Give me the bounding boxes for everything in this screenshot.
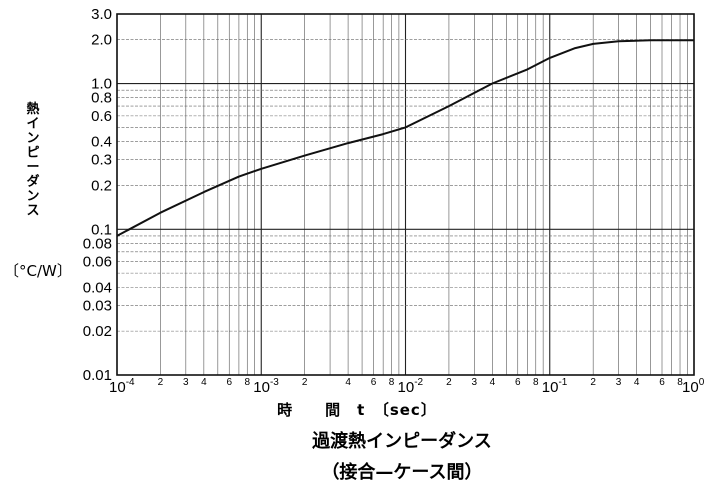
- x-major-tick-label: 10-3: [253, 377, 279, 396]
- y-axis-label-char: イ: [26, 117, 39, 132]
- y-axis-label: 熱インピーダンス: [26, 101, 39, 219]
- y-tick-label: 0.08: [83, 235, 112, 252]
- x-minor-tick-label: 8: [533, 377, 539, 388]
- x-major-tick-label: 100: [682, 377, 705, 396]
- x-minor-tick-label: 2: [590, 377, 596, 388]
- x-minor-tick-label: 6: [371, 377, 377, 388]
- x-minor-tick-label: 3: [616, 377, 622, 388]
- y-tick-label: 0.3: [91, 152, 112, 169]
- y-tick-label: 0.6: [91, 108, 112, 125]
- x-axis-label: 時 間 t 〔sec〕: [277, 401, 437, 419]
- y-axis-unit: 〔°C/W〕: [4, 262, 72, 280]
- x-minor-tick-label: 2: [158, 377, 164, 388]
- y-tick-label: 0.03: [83, 297, 112, 314]
- x-minor-tick-label: 8: [677, 377, 683, 388]
- y-axis-label-char: ス: [26, 204, 39, 219]
- y-tick-label: 3.0: [91, 6, 112, 23]
- x-minor-tick-label: 4: [345, 377, 351, 388]
- impedance-curve: [116, 39, 694, 237]
- x-minor-tick-label: 4: [490, 377, 496, 388]
- x-minor-tick-label: 2: [302, 377, 308, 388]
- y-tick-label: 1.0: [91, 76, 112, 93]
- y-tick-label: 0.04: [83, 279, 112, 296]
- x-minor-tick-label: 3: [183, 377, 189, 388]
- y-tick-label: 0.02: [83, 323, 112, 340]
- grid: [116, 13, 695, 376]
- y-tick-label: 0.2: [91, 177, 112, 194]
- x-minor-tick-label: 6: [226, 377, 232, 388]
- y-tick-label: 0.06: [83, 254, 112, 271]
- x-minor-tick-label: 8: [389, 377, 395, 388]
- y-tick-label: 0.8: [91, 90, 112, 107]
- curve-layer: [116, 39, 694, 237]
- chart-subtitle: （接合—ケース間）: [321, 461, 482, 483]
- x-minor-tick-label: 2: [446, 377, 452, 388]
- y-axis-label-char: ー: [26, 160, 39, 175]
- x-minor-tick-label: 4: [201, 377, 207, 388]
- y-axis-label-char: 熱: [26, 101, 39, 117]
- x-minor-tick-label: 4: [634, 377, 640, 388]
- x-major-tick-label: 10-4: [109, 377, 135, 396]
- x-minor-tick-label: 8: [244, 377, 250, 388]
- y-axis-label-char: ピ: [26, 146, 39, 161]
- x-tick-labels: 2 3 4 6 8 2 4 6 8 2 3 4 6 8 2 3 4 6 8 10-4 10-3 10-2 10-1 100: [109, 377, 705, 396]
- x-major-tick-label: 10-2: [398, 377, 424, 396]
- y-tick-label: 0.4: [91, 134, 112, 151]
- y-tick-label: 0.01: [83, 367, 112, 384]
- y-axis-label-char: ダ: [26, 174, 39, 190]
- x-minor-tick-label: 3: [472, 377, 478, 388]
- x-major-tick-label: 10-1: [542, 377, 568, 396]
- x-minor-tick-label: 6: [659, 377, 665, 388]
- y-tick-labels: 3.02.01.00.80.60.40.30.20.10.080.060.040…: [83, 6, 112, 384]
- chart-title: 過渡熱インピーダンス: [312, 430, 492, 452]
- y-axis-label-char: ン: [26, 189, 39, 204]
- y-axis-label-char: ン: [26, 131, 39, 146]
- plot-frame: [116, 13, 695, 376]
- y-tick-label: 0.1: [91, 221, 112, 238]
- y-tick-label: 2.0: [91, 32, 112, 49]
- x-minor-tick-label: 6: [515, 377, 521, 388]
